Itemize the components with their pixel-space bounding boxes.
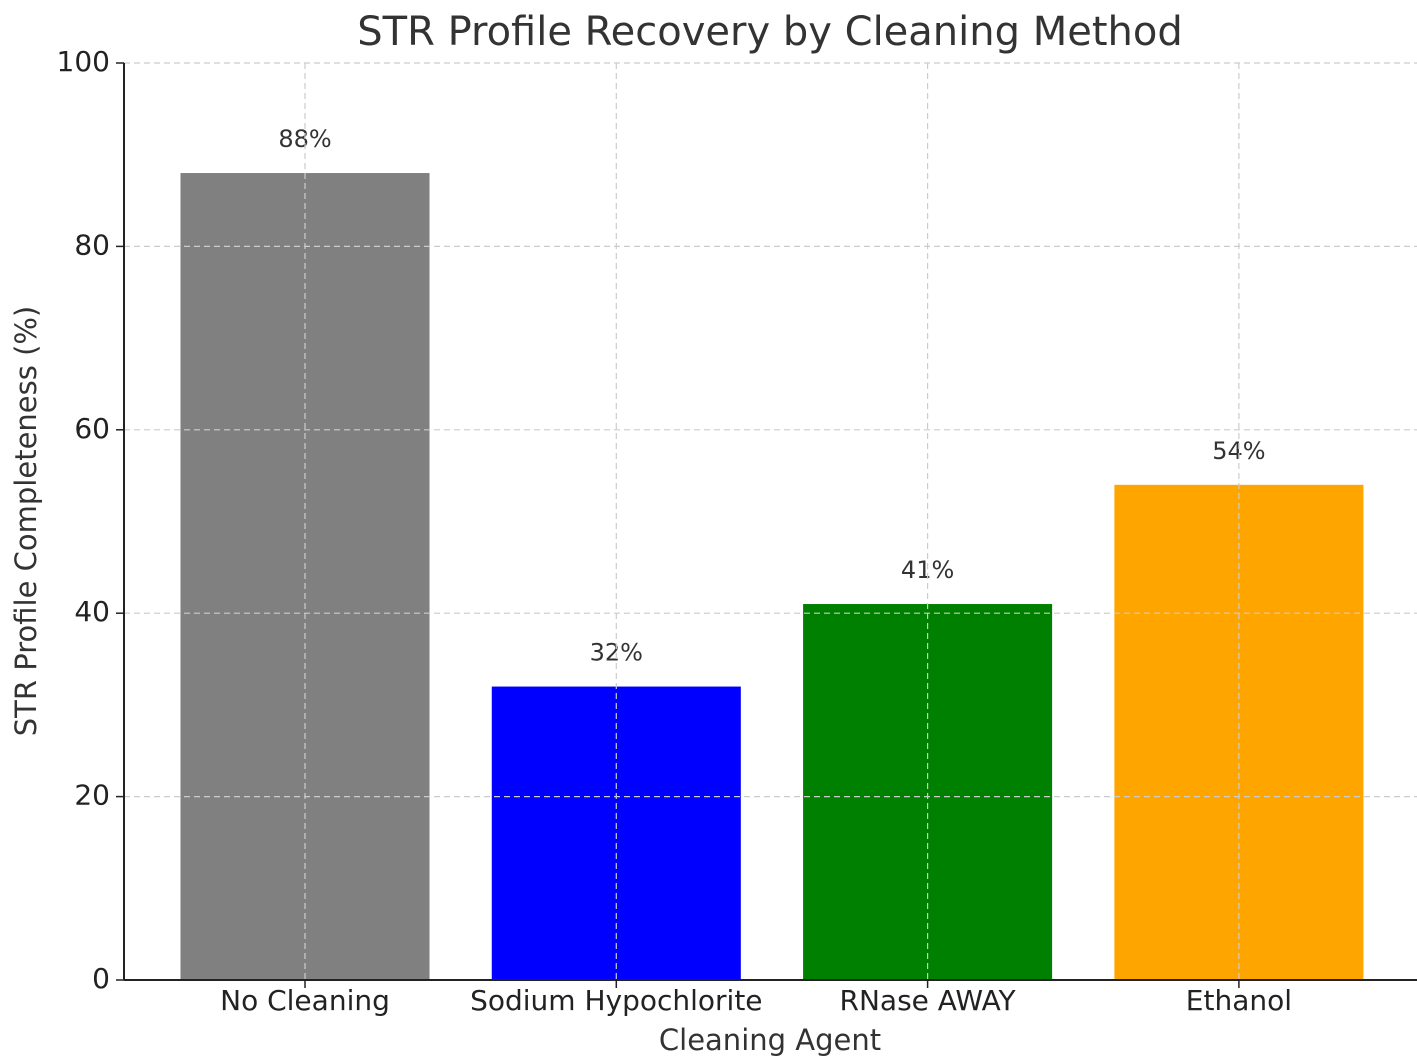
value-label: 54%	[1212, 437, 1265, 465]
y-tick-label: 80	[74, 228, 110, 261]
x-tick-label: Ethanol	[1186, 984, 1292, 1017]
y-tick-label: 100	[57, 45, 110, 78]
y-tick-label: 0	[92, 962, 110, 995]
chart-title: STR Profile Recovery by Cleaning Method	[357, 9, 1183, 55]
x-tick-label: Sodium Hypochlorite	[470, 984, 762, 1017]
x-tick-label: No Cleaning	[220, 984, 390, 1017]
y-tick-label: 20	[74, 779, 110, 812]
y-axis-label: STR Profile Completeness (%)	[9, 306, 43, 736]
y-tick-label: 40	[74, 595, 110, 628]
value-label: 32%	[590, 639, 643, 667]
value-label: 41%	[901, 556, 954, 584]
x-axis-label: Cleaning Agent	[659, 1023, 881, 1057]
y-tick-label: 60	[74, 412, 110, 445]
x-tick-label: RNase AWAY	[840, 984, 1017, 1017]
